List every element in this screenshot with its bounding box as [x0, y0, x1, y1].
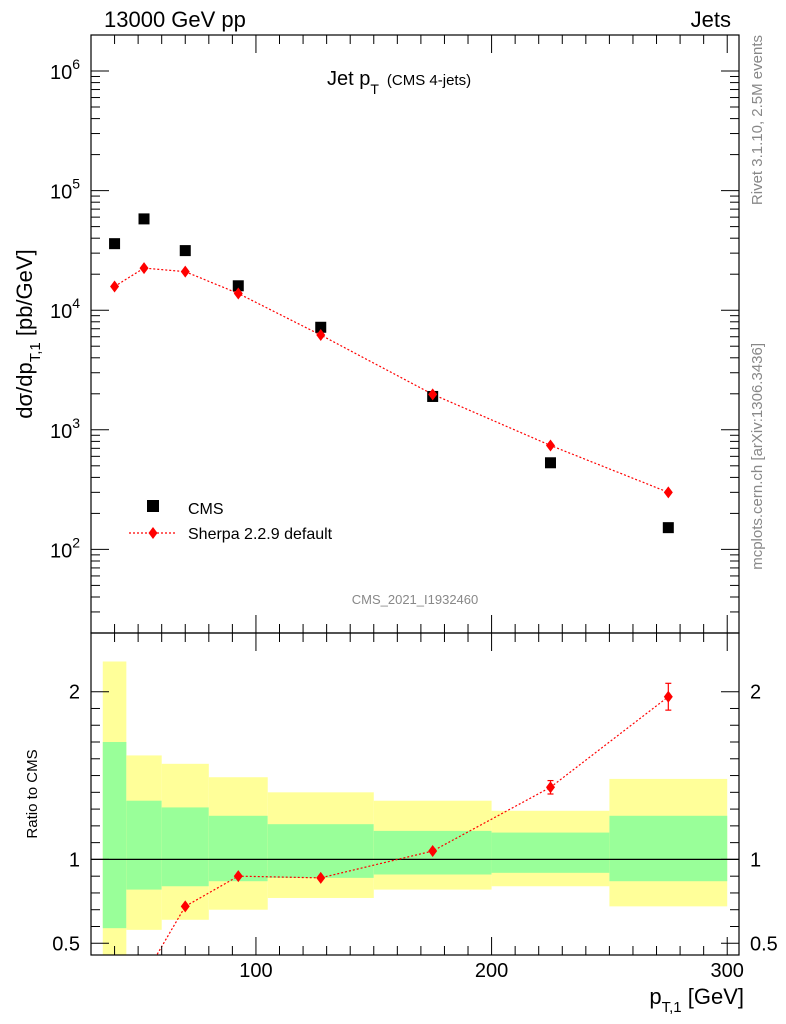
main-y-tick-label: 102 — [50, 534, 80, 562]
x-label-pre: p — [649, 984, 661, 1009]
sherpa-data-point — [139, 262, 149, 275]
cms-data-point — [544, 457, 556, 469]
sherpa-data-point — [110, 280, 120, 293]
main-y-label-sub: T,1 — [27, 342, 44, 362]
stat-uncertainty-band — [126, 800, 162, 890]
cms-data-point — [232, 280, 244, 292]
y-tick-base: 10 — [50, 301, 72, 323]
main-frame — [90, 34, 740, 634]
ratio-series-layer — [113, 682, 673, 983]
main-y-axis-label: dσ/dpT,1 [pb/GeV] — [12, 249, 44, 418]
sherpa-data-point — [316, 329, 326, 342]
ratio-data-point — [233, 870, 243, 883]
cms-data-point — [179, 245, 191, 257]
main-y-label-post: [pb/GeV] — [12, 249, 37, 342]
main-y-label-pre: dσ/dp — [12, 362, 37, 418]
ratio-uncertainty-bands — [91, 661, 739, 955]
ratio-data-point — [180, 900, 190, 913]
y-tick-exponent: 2 — [72, 534, 80, 550]
rivet-version-label: Rivet 3.1.10, 2.5M events — [749, 35, 766, 205]
legend-sherpa-label: Sherpa 2.2.9 default — [188, 526, 333, 543]
x-tick-label: 300 — [711, 960, 744, 982]
source-label: mcplots.cern.ch [arXiv:1306.3436] — [749, 343, 766, 570]
main-y-tick-label: 106 — [50, 56, 80, 84]
y-tick-exponent: 3 — [72, 415, 80, 431]
ratio-y-tick-label: 1 — [69, 849, 80, 871]
stat-uncertainty-band — [609, 815, 728, 882]
stat-uncertainty-band — [267, 824, 374, 878]
ratio-y-axis-label: Ratio to CMS — [24, 749, 41, 838]
main-title-subscript: T — [370, 81, 379, 97]
analysis-watermark: CMS_2021_I1932460 — [352, 592, 479, 607]
main-title-text: Jet p — [327, 68, 370, 90]
cms-data-point — [109, 238, 121, 250]
sherpa-data-point — [545, 439, 555, 452]
ratio-frame — [90, 632, 740, 956]
y-tick-exponent: 4 — [72, 295, 80, 311]
ratio-data-point — [428, 845, 438, 858]
sherpa-data-point — [428, 388, 438, 401]
cms-data-point — [315, 321, 327, 333]
x-label-sub: T,1 — [662, 999, 682, 1016]
x-axis-label: pT,1 [GeV] — [649, 984, 744, 1016]
y-tick-base: 10 — [50, 540, 72, 562]
cms-data-point — [662, 522, 674, 534]
ratio-data-point — [545, 781, 555, 794]
legend-sherpa-marker — [148, 527, 158, 539]
main-title: Jet pT (CMS 4-jets) — [327, 68, 471, 97]
x-tick-label: 100 — [239, 960, 272, 982]
ratio-y-tick-label: 0.5 — [52, 933, 80, 955]
ratio-data-point — [663, 690, 673, 703]
legend-cms-marker — [147, 500, 159, 512]
sherpa-data-point — [233, 287, 243, 300]
sherpa-data-point — [663, 486, 673, 499]
main-y-tick-label: 103 — [50, 415, 80, 443]
x-tick-label: 200 — [475, 960, 508, 982]
main-y-tick-label: 104 — [50, 295, 80, 323]
stat-uncertainty-band — [491, 832, 610, 873]
y-tick-base: 10 — [50, 62, 72, 84]
y-tick-exponent: 6 — [72, 56, 80, 72]
ratio-y-tick-label-right: 2 — [750, 682, 761, 704]
ratio-data-point — [113, 954, 116, 955]
y-tick-base: 10 — [50, 421, 72, 443]
ratio-data-point — [140, 971, 149, 983]
cms-data-point — [138, 213, 150, 225]
ratio-y-tick-label: 2 — [69, 682, 80, 704]
sherpa-line — [114, 267, 669, 493]
ratio-data-point — [316, 871, 326, 884]
ratio-y-tick-label-right: 0.5 — [750, 933, 778, 955]
ratio-y-tick-label-right: 1 — [750, 849, 761, 871]
sherpa-data-point — [180, 265, 190, 278]
ratio-sherpa-line — [156, 696, 669, 955]
y-tick-base: 10 — [50, 182, 72, 204]
legend: CMS Sherpa 2.2.9 default — [129, 500, 333, 543]
main-series-layer — [109, 213, 674, 534]
main-title-note: (CMS 4-jets) — [387, 72, 471, 89]
main-y-tick-label: 105 — [50, 176, 80, 204]
x-label-post: [GeV] — [682, 984, 744, 1009]
header-right: Jets — [691, 7, 731, 32]
y-tick-exponent: 5 — [72, 176, 80, 192]
stat-uncertainty-band — [161, 807, 209, 887]
legend-cms-label: CMS — [188, 501, 224, 518]
stat-uncertainty-band — [102, 742, 127, 929]
header-left: 13000 GeV pp — [104, 7, 246, 32]
ratio-axis-ticks: 0.5 0.5 1 1 2 2 100 200 300 — [52, 633, 778, 982]
